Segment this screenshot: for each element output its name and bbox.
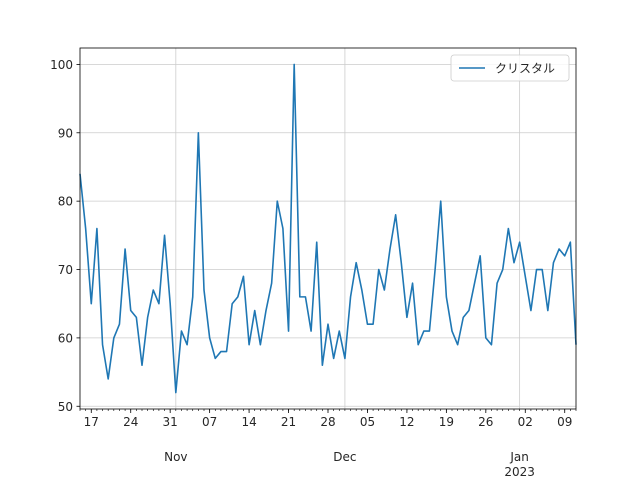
x-tick-label: 24 bbox=[123, 415, 138, 429]
x-tick-label: 02 bbox=[518, 415, 533, 429]
x-tick-label: 21 bbox=[281, 415, 296, 429]
legend: クリスタル bbox=[450, 54, 570, 82]
y-tick-label: 100 bbox=[50, 58, 73, 72]
y-tick-label: 80 bbox=[58, 195, 73, 209]
x-tick-label: 12 bbox=[399, 415, 414, 429]
x-tick-label: 05 bbox=[360, 415, 375, 429]
legend-label: クリスタル bbox=[495, 62, 555, 76]
series-layer bbox=[79, 63, 577, 394]
x-tick-label: 09 bbox=[557, 415, 572, 429]
x-tick-label: 19 bbox=[439, 415, 454, 429]
x-year-label: 2023 bbox=[504, 465, 535, 479]
y-tick-label: 90 bbox=[58, 126, 73, 140]
y-tick-label: 50 bbox=[58, 400, 73, 414]
series-line bbox=[79, 63, 577, 394]
x-tick-label: 07 bbox=[202, 415, 217, 429]
grid bbox=[80, 48, 576, 409]
legend-box bbox=[450, 54, 570, 82]
x-month-label: Jan bbox=[509, 450, 529, 464]
y-tick-label: 70 bbox=[58, 263, 73, 277]
x-tick-label: 17 bbox=[84, 415, 99, 429]
x-tick-label: 31 bbox=[163, 415, 178, 429]
x-tick-label: 14 bbox=[241, 415, 256, 429]
y-tick-label: 60 bbox=[58, 331, 73, 345]
plot-frame bbox=[79, 47, 577, 410]
x-tick-label: 28 bbox=[320, 415, 335, 429]
x-tick-label: 26 bbox=[478, 415, 493, 429]
x-month-label: Dec bbox=[333, 450, 356, 464]
x-month-label: Nov bbox=[164, 450, 187, 464]
axes bbox=[76, 47, 577, 413]
